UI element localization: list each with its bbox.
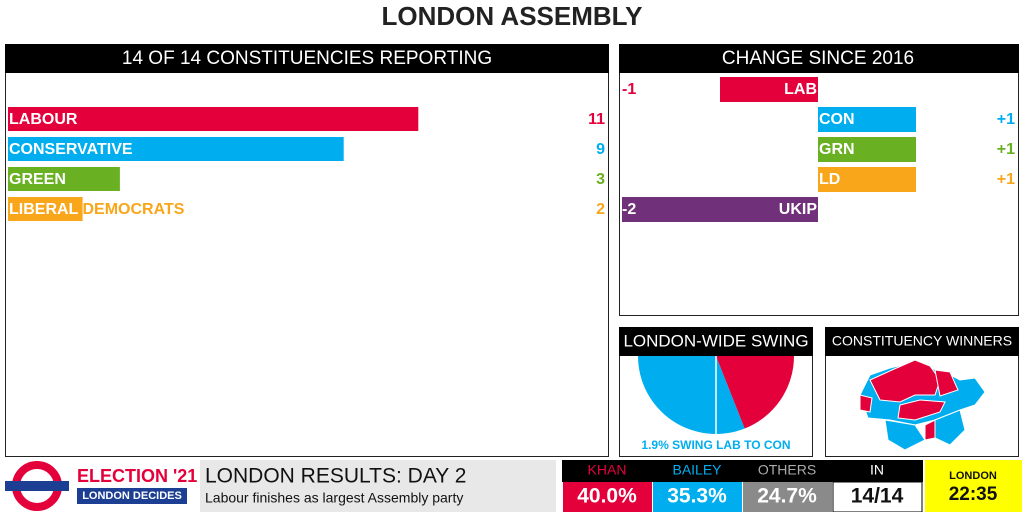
value-label: 9 <box>596 141 605 158</box>
panel-title: 14 OF 14 CONSTITUENCIES REPORTING <box>122 48 492 69</box>
bar-label: LAB <box>784 81 817 98</box>
bar <box>8 137 344 161</box>
result-value: 35.3% <box>667 485 727 508</box>
value-label: +1 <box>997 141 1015 158</box>
result-value: 40.0% <box>577 485 637 508</box>
bar-label: GREEN <box>9 171 66 188</box>
roundel-bar <box>5 481 69 491</box>
pie-slice <box>638 356 745 434</box>
bar-label: GREEN <box>9 171 66 188</box>
brand-box <box>77 488 187 504</box>
result-value: 14/14 <box>851 485 904 508</box>
bar-label: LABOUR <box>9 111 78 128</box>
bar <box>622 197 818 222</box>
result-box <box>653 482 742 512</box>
result-name: IN <box>870 462 884 478</box>
headline: LONDON RESULTS: DAY 2 <box>205 465 466 488</box>
bar <box>818 167 916 192</box>
bar-label: UKIP <box>779 201 818 218</box>
swing-chart <box>638 356 794 434</box>
brand: ELECTION '21 <box>77 466 197 486</box>
swing-caption: 1.9% SWING LAB TO CON <box>641 438 790 452</box>
brand-sub: LONDON DECIDES <box>82 490 182 502</box>
result-name: KHAN <box>588 462 627 478</box>
bar <box>8 197 83 221</box>
bar-label: GRN <box>819 141 855 158</box>
panel-title: LONDON-WIDE SWING <box>623 331 808 350</box>
value-label: 3 <box>596 171 605 188</box>
value-label: +1 <box>997 111 1015 128</box>
result-box <box>563 482 652 512</box>
subline: Labour finishes as largest Assembly part… <box>205 490 463 506</box>
bar-label: LABOUR <box>9 111 78 128</box>
panel-header <box>5 44 609 73</box>
result-name: BAILEY <box>672 462 722 478</box>
value-label: 2 <box>596 201 605 218</box>
place: LONDON <box>949 470 997 482</box>
value-label: -2 <box>622 201 636 218</box>
result-value: 24.7% <box>757 485 817 508</box>
bar-label: CON <box>819 111 855 128</box>
bar-label: CONSERVATIVE <box>9 141 133 158</box>
value-label: 11 <box>588 111 605 128</box>
bar <box>720 77 818 102</box>
panel-header <box>619 44 1019 73</box>
bar-label: CONSERVATIVE <box>9 141 133 158</box>
results-header <box>562 460 923 482</box>
panel-title: CHANGE SINCE 2016 <box>722 48 914 69</box>
change-chart: LAB -1 CON +1 GRN +1 LD +1 UKIP -2 <box>622 77 1015 222</box>
london-map <box>859 359 986 451</box>
ticker: ELECTION '21 LONDON DECIDES LONDON RESUL… <box>5 460 1022 513</box>
panel-header <box>619 327 813 356</box>
value-label: -1 <box>622 81 636 98</box>
bar-label: LIBERAL DEMOCRATS <box>9 201 185 218</box>
page-title: LONDON ASSEMBLY <box>382 1 643 31</box>
bar <box>8 167 120 191</box>
value-label: +1 <box>997 171 1015 188</box>
panel-title: CONSTITUENCY WINNERS <box>832 333 1012 349</box>
bar <box>818 137 916 162</box>
bar-label: LD <box>819 171 840 188</box>
bar <box>8 107 419 131</box>
bar <box>818 107 916 132</box>
result-box <box>743 482 832 512</box>
time: 22:35 <box>949 484 998 505</box>
clock-box <box>925 460 1022 512</box>
bar-label: LIBERAL DEMOCRATS <box>9 201 185 218</box>
panel <box>5 44 609 457</box>
headline-box <box>200 460 556 512</box>
result-box <box>832 481 923 513</box>
panel-header <box>825 327 1019 356</box>
result-name: OTHERS <box>758 462 816 478</box>
pie-slice <box>716 356 794 429</box>
